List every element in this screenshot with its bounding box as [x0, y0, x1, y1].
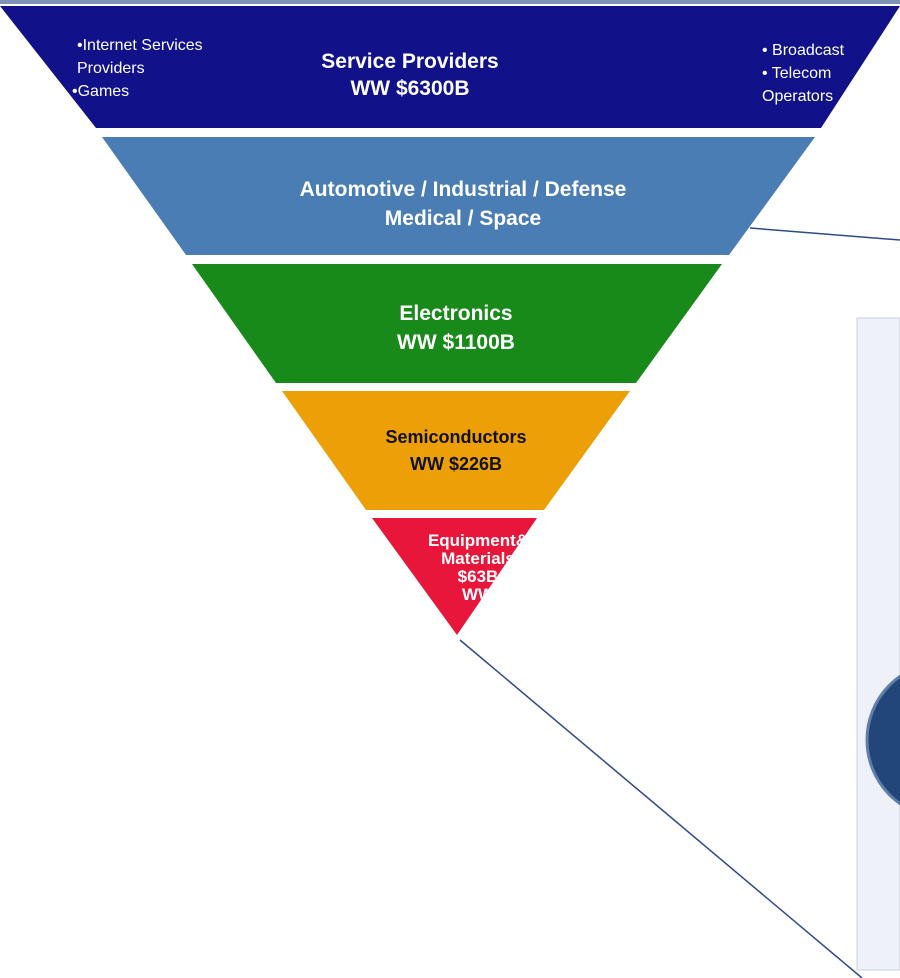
top-border [0, 0, 900, 4]
layer-value: $63B [458, 567, 499, 586]
note: Operators [762, 88, 833, 105]
layer-value: WW $226B [410, 454, 502, 474]
side-panel [857, 318, 900, 970]
layer-title: Semiconductors [385, 427, 526, 447]
layer-value: WW $1100B [397, 331, 515, 354]
note: •Internet Services [77, 37, 203, 54]
note: •Games [72, 83, 129, 100]
layer-semiconductors [282, 391, 630, 510]
pyramid-diagram: Service Providers WW $6300B •Internet Se… [0, 0, 900, 978]
note: • Telecom [762, 65, 831, 82]
layer-title: Materials [441, 549, 515, 568]
layer-value: WW [462, 585, 495, 604]
layer-title: Automotive / Industrial / Defense [300, 178, 627, 201]
note: • Broadcast [762, 42, 845, 59]
layer-title: Electronics [399, 302, 512, 325]
layer-value: WW $6300B [350, 77, 469, 100]
connector-line [750, 228, 900, 240]
layer-title: Medical / Space [385, 207, 541, 230]
layer-title: Equipment& [428, 531, 528, 550]
layer-title: Service Providers [321, 50, 498, 73]
note: Providers [77, 60, 145, 77]
connector-line [460, 640, 862, 978]
